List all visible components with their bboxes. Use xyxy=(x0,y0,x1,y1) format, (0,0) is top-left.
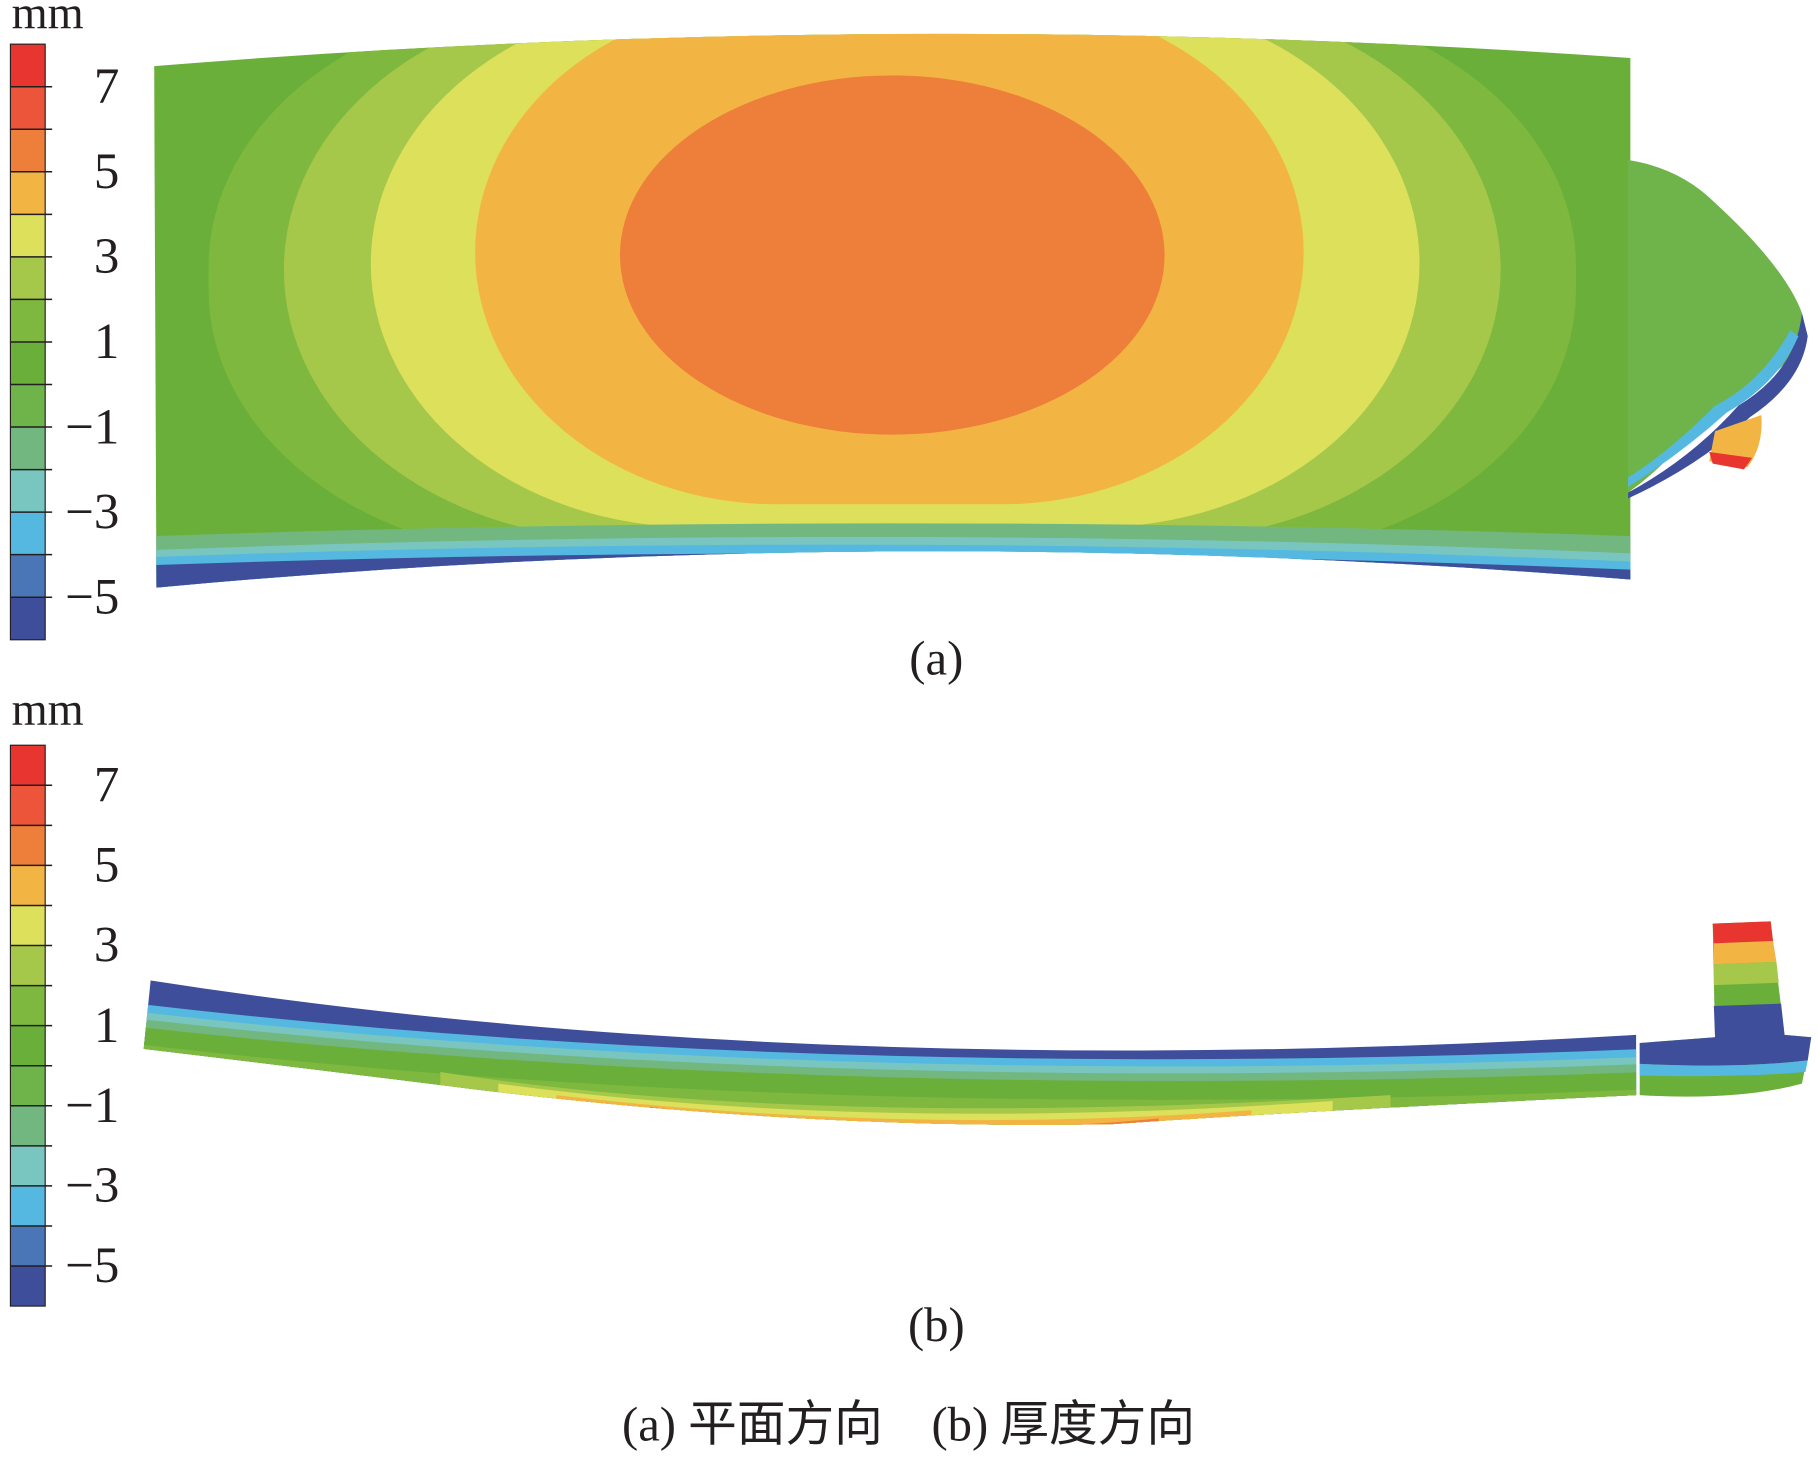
colorbar-band xyxy=(10,597,46,640)
colorbar-frame xyxy=(9,744,46,1307)
colorbar-label: −5 xyxy=(65,1238,119,1294)
unit-label: mm xyxy=(12,684,84,735)
contour-plot-b xyxy=(143,921,1812,1125)
colorbar-band xyxy=(10,554,46,598)
colorbar-band xyxy=(10,512,46,555)
colorbar-band xyxy=(10,1185,46,1226)
colorbar-band xyxy=(10,1225,46,1267)
colorbar-b: mm7 5 3 1 −1 −3 −5 (b) xyxy=(9,684,965,1352)
colorbar-band xyxy=(10,44,46,87)
colorbar-band xyxy=(10,945,46,986)
colorbar-label: −5 xyxy=(65,569,119,625)
colorbar-band xyxy=(10,1025,46,1066)
colorbar-label: 1 xyxy=(94,314,119,370)
colorbar-band xyxy=(10,214,46,257)
colorbar-band xyxy=(10,745,46,786)
colorbar-band xyxy=(10,1065,46,1106)
caption: (a) 平面方向 (b) 厚度方向 xyxy=(622,1398,1195,1452)
colorbar-label: 3 xyxy=(94,918,119,974)
colorbar-label: 1 xyxy=(94,998,119,1054)
colorbar-band xyxy=(10,341,46,385)
colorbar-label: 3 xyxy=(94,229,119,285)
colorbar-frame xyxy=(9,43,46,641)
colorbar-label: 7 xyxy=(94,59,119,115)
colorbar-label: −1 xyxy=(65,399,119,455)
colorbar-band xyxy=(10,825,46,866)
colorbar-band xyxy=(10,299,46,342)
unit-label: mm xyxy=(12,0,84,39)
panel-label: (b) xyxy=(908,1298,965,1352)
colorbar-a: mm 7 5 3 1 −1 −3 −5 (a) xyxy=(9,0,963,686)
colorbar-band xyxy=(10,985,46,1026)
contour-plot-a xyxy=(154,33,1808,588)
colorbar-band xyxy=(10,1145,46,1186)
colorbar-band xyxy=(10,905,46,946)
colorbar-band xyxy=(10,865,46,906)
colorbar-label: −3 xyxy=(65,1158,119,1214)
colorbar-label: 7 xyxy=(94,758,119,814)
colorbar-band xyxy=(10,1105,46,1146)
colorbar-label: 5 xyxy=(94,838,119,894)
colorbar-label: −1 xyxy=(65,1078,119,1134)
colorbar-band xyxy=(10,384,46,428)
colorbar-band xyxy=(10,469,46,513)
colorbar-band xyxy=(10,785,46,826)
colorbar-label: 5 xyxy=(94,144,119,200)
colorbar-band xyxy=(10,427,46,470)
colorbar-band xyxy=(10,129,46,172)
colorbar-band xyxy=(10,171,46,215)
panel-label: (a) xyxy=(909,632,963,686)
colorbar-label: −3 xyxy=(65,484,119,540)
colorbar-band xyxy=(10,256,46,300)
colorbar-band xyxy=(10,86,46,130)
colorbar-band xyxy=(10,1266,46,1307)
